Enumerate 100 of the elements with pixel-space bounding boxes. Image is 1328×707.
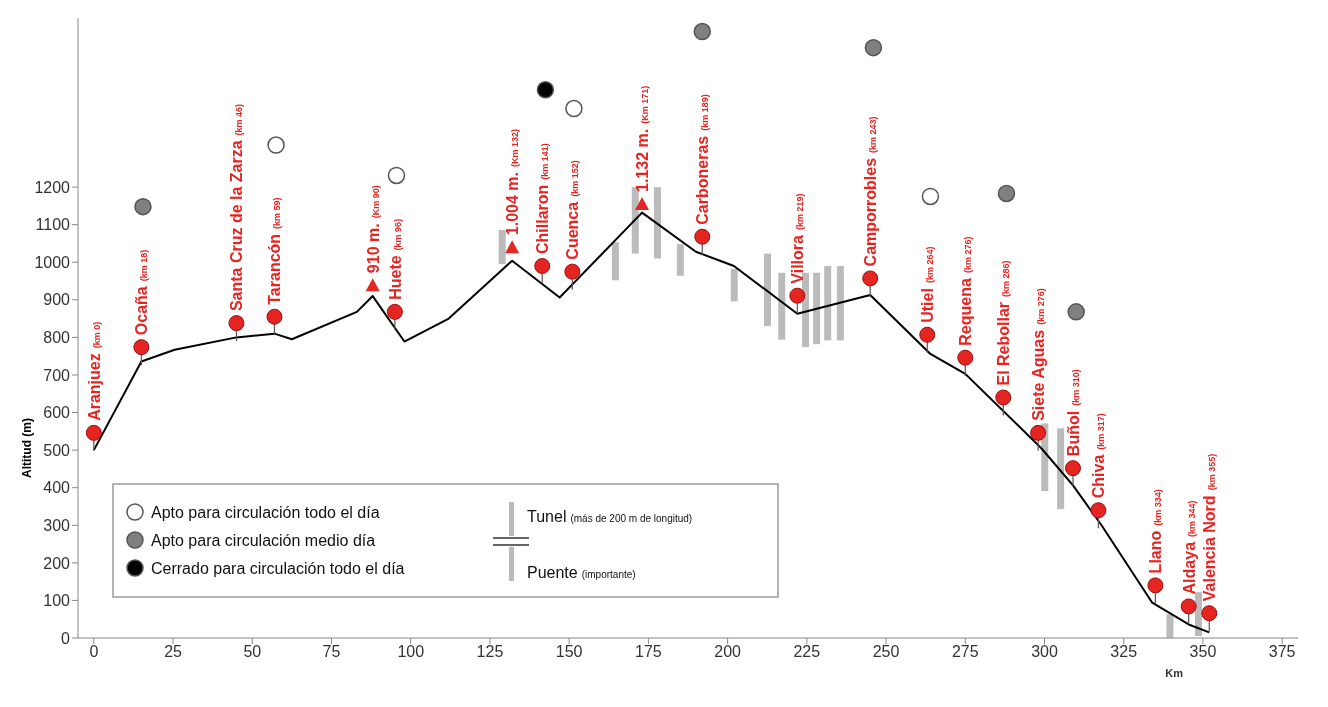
point — [1067, 303, 1085, 321]
legend-label: Apto para circulación todo el día — [151, 504, 380, 521]
x-tick-label: 125 — [476, 643, 504, 661]
point — [1201, 605, 1218, 622]
legend-label: Tunel (más de 200 m de longitud) — [527, 508, 693, 525]
annotation: Requena (km 276) — [957, 236, 975, 346]
y-tick-label: 900 — [43, 291, 71, 309]
y-tick-label: 600 — [43, 404, 71, 422]
point — [1090, 502, 1107, 519]
bar — [1057, 428, 1065, 510]
point — [534, 258, 551, 274]
y-tick-label: 1000 — [34, 253, 71, 271]
x-tick-label: 25 — [164, 643, 183, 661]
annotation: Cuenca (km 152) — [564, 160, 582, 260]
point — [133, 339, 150, 356]
annotation: Utiel (km 264) — [919, 246, 937, 323]
bar — [802, 272, 810, 348]
legend-label: Cerrado para circulación todo el día — [151, 560, 405, 577]
annotation: 910 m. (Km 90) — [364, 185, 382, 274]
annotation: Santa Cruz de la Zarza (km 46) — [228, 103, 246, 312]
x-tick-label: 325 — [1110, 643, 1138, 661]
annotation: Buñol (km 310) — [1065, 369, 1083, 457]
x-tick-label: 200 — [714, 643, 742, 661]
point — [387, 166, 406, 185]
y-tick-label: 200 — [43, 554, 71, 572]
bar — [764, 253, 771, 327]
x-tick-label: 350 — [1189, 643, 1217, 661]
point — [564, 263, 581, 280]
x-tick-label: 100 — [397, 643, 425, 661]
point — [134, 197, 152, 216]
y-tick-label: 1100 — [35, 216, 71, 234]
x-tick-label: 0 — [89, 643, 99, 661]
point — [1030, 424, 1047, 441]
annotation: Valencia Nord (km 355) — [1201, 453, 1219, 602]
x-tick-label: 225 — [793, 643, 821, 661]
x-axis-title: Km — [1165, 667, 1184, 679]
point — [1065, 460, 1082, 477]
bar — [813, 272, 821, 345]
point — [565, 99, 583, 118]
y-tick-label: 700 — [43, 366, 71, 384]
annotation: Siete Aguas (km 276) — [1030, 288, 1048, 421]
point — [921, 187, 940, 206]
point — [694, 228, 711, 245]
point — [957, 349, 974, 366]
annotation: Carboneras (km 189) — [694, 94, 712, 225]
y-tick-label: 400 — [43, 479, 71, 497]
point — [1147, 577, 1164, 594]
legend-label: Puente (importante) — [527, 564, 636, 581]
annotation: Llano (km 334) — [1147, 489, 1165, 574]
y-axis-title: Altitud (m) — [20, 418, 35, 478]
point — [85, 424, 102, 441]
bar — [778, 272, 786, 340]
annotation: El Rebollar (km 286) — [995, 260, 1013, 386]
bar — [836, 266, 844, 341]
bar — [676, 244, 684, 276]
bar — [611, 242, 619, 281]
x-tick-label: 150 — [555, 643, 583, 661]
x-tick-label: 50 — [243, 643, 262, 661]
bar — [730, 269, 738, 302]
bar — [824, 266, 832, 341]
annotation: 1.132 m. (Km 171) — [634, 85, 652, 192]
legend-label: Apto para circulación medio día — [151, 532, 376, 549]
annotation: Chiva (km 317) — [1090, 413, 1108, 499]
point — [266, 308, 283, 325]
point — [386, 303, 403, 320]
x-tick-label: 75 — [322, 643, 341, 661]
y-tick-label: 0 — [61, 629, 71, 647]
annotation: Camporrobles (km 243) — [862, 116, 880, 267]
bar — [498, 229, 506, 265]
point — [864, 38, 883, 57]
annotation: Huete (km 96) — [386, 218, 404, 300]
point — [862, 270, 879, 287]
annotation: Villora (km 219) — [789, 193, 807, 284]
annotation: Aldaya (km 344) — [1180, 500, 1198, 595]
y-tick-label: 300 — [43, 516, 71, 534]
point — [997, 184, 1016, 203]
annotation: Aranjuez (km 0) — [85, 321, 103, 421]
point — [267, 136, 285, 154]
point — [228, 315, 245, 332]
point — [995, 389, 1012, 406]
point — [365, 278, 380, 292]
bar — [1194, 592, 1202, 637]
x-tick-label: 250 — [872, 643, 900, 661]
point — [505, 240, 520, 254]
bar — [1166, 614, 1174, 638]
bar — [653, 187, 661, 259]
annotation: Tarancón (km 59) — [266, 197, 284, 305]
point — [1180, 598, 1197, 615]
x-tick-label: 175 — [635, 643, 662, 661]
annotation: Ocaña (km 18) — [133, 249, 151, 336]
annotation: Chillaron (km 141) — [534, 143, 552, 254]
y-tick-label: 800 — [43, 329, 71, 347]
x-tick-label: 275 — [951, 643, 979, 661]
point — [919, 326, 936, 343]
point — [635, 197, 650, 210]
y-tick-label: 100 — [43, 592, 71, 610]
x-tick-label: 375 — [1268, 643, 1296, 661]
point — [789, 287, 806, 304]
x-tick-label: 300 — [1031, 643, 1058, 661]
point — [536, 81, 555, 99]
